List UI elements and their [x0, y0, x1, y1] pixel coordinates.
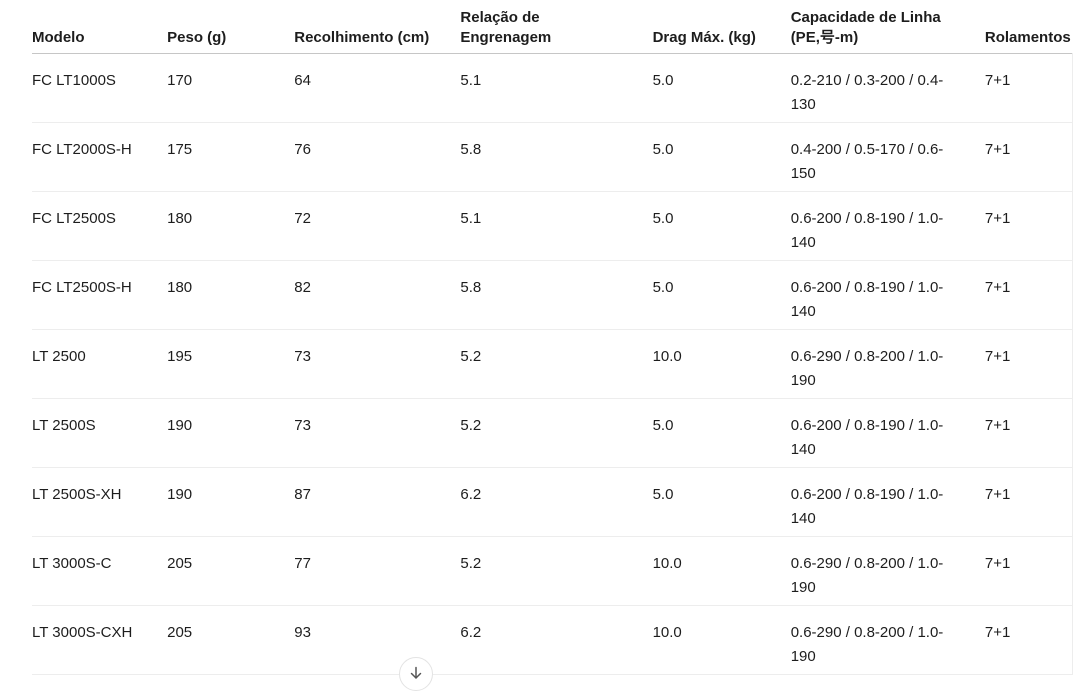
cell-modelo: LT 3000S-CXH [32, 605, 168, 675]
cell-recolhimento-cm: 73 [294, 398, 461, 468]
column-header-label: Recolhimento (cm) [294, 28, 430, 46]
column-header-rela-o-de-engrenagem: Relação de Engrenagem [460, 0, 653, 54]
cell-drag-m-x-kg: 10.0 [652, 329, 791, 399]
cell-capacidade-de-linha-pe-m: 0.6-200 / 0.8-190 / 1.0-140 [790, 467, 985, 537]
cell-recolhimento-cm: 77 [294, 536, 461, 606]
cell-capacidade-de-linha-pe-m: 0.2-210 / 0.3-200 / 0.4-130 [790, 53, 985, 123]
cell-drag-m-x-kg: 5.0 [652, 122, 791, 192]
cell-modelo: LT 3000S-C [32, 536, 168, 606]
cell-rela-o-de-engrenagem: 5.2 [460, 536, 653, 606]
cell-drag-m-x-kg: 5.0 [652, 53, 791, 123]
cell-drag-m-x-kg: 5.0 [652, 467, 791, 537]
cell-rela-o-de-engrenagem: 5.2 [460, 398, 653, 468]
column-header-label: Rolamentos [984, 28, 1071, 46]
cell-modelo: FC LT2500S [32, 191, 168, 261]
cell-peso-g: 195 [167, 329, 295, 399]
column-header-rolamentos: Rolamentos [984, 0, 1073, 54]
table-row: FC LT2000S-H 175 76 5.8 5.0 0.4-200 / 0.5-170… [32, 122, 1073, 192]
cell-rolamentos: 7+1 [984, 191, 1073, 261]
cell-rolamentos: 7+1 [984, 536, 1073, 606]
cell-modelo: LT 2500 [32, 329, 168, 399]
cell-modelo: FC LT1000S [32, 53, 168, 123]
cell-peso-g: 190 [167, 398, 295, 468]
table-row: LT 2500 195 73 5.2 10.0 0.6-290 / 0.8-200 / 1… [32, 329, 1073, 399]
column-header-label: Relação de [460, 8, 540, 26]
cell-peso-g: 205 [167, 536, 295, 606]
column-header-capacidade-de-linha-pe-m: Capacidade de Linha (PE,号-m) [790, 0, 985, 54]
table-right-border [1072, 53, 1073, 675]
cell-rela-o-de-engrenagem: 6.2 [460, 467, 653, 537]
table-row: FC LT2500S 180 72 5.1 5.0 0.6-200 / 0.8-190 /… [32, 191, 1073, 261]
cell-peso-g: 170 [167, 53, 295, 123]
cell-rolamentos: 7+1 [984, 398, 1073, 468]
cell-peso-g: 205 [167, 605, 295, 675]
cell-capacidade-de-linha-pe-m: 0.6-200 / 0.8-190 / 1.0-140 [790, 260, 985, 330]
column-header-label: Peso (g) [167, 28, 227, 46]
cell-rolamentos: 7+1 [984, 122, 1073, 192]
column-header-modelo: Modelo [32, 0, 168, 54]
cell-capacidade-de-linha-pe-m: 0.6-290 / 0.8-200 / 1.0-190 [790, 329, 985, 399]
cell-rela-o-de-engrenagem: 5.1 [460, 53, 653, 123]
column-header-drag-m-x-kg: Drag Máx. (kg) [652, 0, 791, 54]
cell-drag-m-x-kg: 10.0 [652, 536, 791, 606]
cell-rela-o-de-engrenagem: 5.2 [460, 329, 653, 399]
table-row: LT 2500S 190 73 5.2 5.0 0.6-200 / 0.8-190 / 1… [32, 398, 1073, 468]
column-header-label: Capacidade de Linha [790, 8, 941, 26]
column-header-label: Engrenagem [460, 28, 552, 46]
cell-capacidade-de-linha-pe-m: 0.6-200 / 0.8-190 / 1.0-140 [790, 191, 985, 261]
cell-recolhimento-cm: 73 [294, 329, 461, 399]
column-header-peso-g: Peso (g) [167, 0, 295, 54]
cell-capacidade-de-linha-pe-m: 0.6-200 / 0.8-190 / 1.0-140 [790, 398, 985, 468]
cell-recolhimento-cm: 72 [294, 191, 461, 261]
cell-drag-m-x-kg: 5.0 [652, 398, 791, 468]
table-row: LT 3000S-CXH 205 93 6.2 10.0 0.6-290 / 0.8-20… [32, 605, 1073, 675]
table-body: FC LT1000S 170 64 5.1 5.0 0.2-210 / 0.3-200 /… [32, 53, 1073, 675]
cell-peso-g: 180 [167, 260, 295, 330]
cell-rolamentos: 7+1 [984, 53, 1073, 123]
table-row: LT 2500S-XH 190 87 6.2 5.0 0.6-200 / 0.8-190 … [32, 467, 1073, 537]
cell-capacidade-de-linha-pe-m: 0.4-200 / 0.5-170 / 0.6-150 [790, 122, 985, 192]
cell-rela-o-de-engrenagem: 5.8 [460, 122, 653, 192]
cell-rolamentos: 7+1 [984, 329, 1073, 399]
column-header-label: (PE,号-m) [790, 28, 859, 46]
column-header-recolhimento-cm: Recolhimento (cm) [294, 0, 461, 54]
cell-peso-g: 190 [167, 467, 295, 537]
cell-peso-g: 180 [167, 191, 295, 261]
cell-modelo: FC LT2000S-H [32, 122, 168, 192]
cell-drag-m-x-kg: 5.0 [652, 191, 791, 261]
cell-recolhimento-cm: 76 [294, 122, 461, 192]
table-header: Modelo Peso (g) Recolhimento (cm) Relação d… [32, 0, 1073, 54]
table-header-row: Modelo Peso (g) Recolhimento (cm) Relação d… [32, 0, 1073, 54]
cell-modelo: LT 2500S-XH [32, 467, 168, 537]
table-row: LT 3000S-C 205 77 5.2 10.0 0.6-290 / 0.8-200 … [32, 536, 1073, 606]
cell-modelo: FC LT2500S-H [32, 260, 168, 330]
cell-modelo: LT 2500S [32, 398, 168, 468]
cell-drag-m-x-kg: 10.0 [652, 605, 791, 675]
scroll-down-button[interactable] [399, 657, 433, 691]
arrow-down-icon [408, 666, 424, 682]
cell-capacidade-de-linha-pe-m: 0.6-290 / 0.8-200 / 1.0-190 [790, 605, 985, 675]
cell-peso-g: 175 [167, 122, 295, 192]
table-row: FC LT1000S 170 64 5.1 5.0 0.2-210 / 0.3-200 /… [32, 53, 1073, 123]
cell-drag-m-x-kg: 5.0 [652, 260, 791, 330]
cell-rela-o-de-engrenagem: 5.8 [460, 260, 653, 330]
cell-rolamentos: 7+1 [984, 467, 1073, 537]
column-header-label: Modelo [32, 28, 85, 46]
cell-recolhimento-cm: 64 [294, 53, 461, 123]
cell-rela-o-de-engrenagem: 6.2 [460, 605, 653, 675]
cell-recolhimento-cm: 87 [294, 467, 461, 537]
table-row: FC LT2500S-H 180 82 5.8 5.0 0.6-200 / 0.8-190… [32, 260, 1073, 330]
cell-recolhimento-cm: 93 [294, 605, 461, 675]
column-header-label: Drag Máx. (kg) [652, 28, 756, 46]
cell-recolhimento-cm: 82 [294, 260, 461, 330]
cell-rolamentos: 7+1 [984, 260, 1073, 330]
cell-rolamentos: 7+1 [984, 605, 1073, 675]
cell-capacidade-de-linha-pe-m: 0.6-290 / 0.8-200 / 1.0-190 [790, 536, 985, 606]
reel-spec-table: Modelo Peso (g) Recolhimento (cm) Relação d… [32, 0, 1073, 675]
cell-rela-o-de-engrenagem: 5.1 [460, 191, 653, 261]
